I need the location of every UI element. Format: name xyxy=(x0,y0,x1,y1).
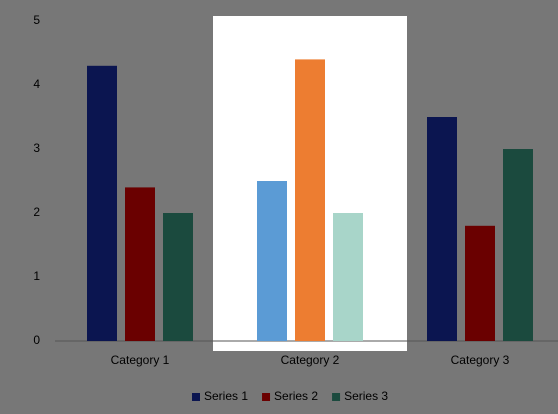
legend-label: Series 1 xyxy=(204,389,248,403)
legend-swatch xyxy=(192,393,200,401)
y-tick-label: 1 xyxy=(33,269,40,283)
bar xyxy=(465,225,495,341)
x-tick-label: Category 3 xyxy=(451,353,510,367)
y-tick-label: 0 xyxy=(33,333,40,347)
y-tick-label: 4 xyxy=(33,77,40,91)
bar xyxy=(87,65,117,342)
bar xyxy=(125,187,155,341)
bar xyxy=(257,181,287,341)
bar xyxy=(503,149,533,341)
legend-label: Series 3 xyxy=(344,389,388,403)
legend-swatch xyxy=(262,393,271,401)
bar xyxy=(427,117,457,341)
x-tick-label: Category 1 xyxy=(111,353,170,367)
y-tick-label: 3 xyxy=(33,141,40,155)
bar xyxy=(333,213,363,341)
y-tick-label: 2 xyxy=(33,205,40,219)
legend-swatch xyxy=(332,393,341,401)
y-tick-label: 5 xyxy=(33,13,40,27)
x-tick-label: Category 2 xyxy=(281,353,340,367)
bar xyxy=(163,213,193,341)
bar xyxy=(295,59,325,342)
legend-label: Series 2 xyxy=(274,389,318,403)
